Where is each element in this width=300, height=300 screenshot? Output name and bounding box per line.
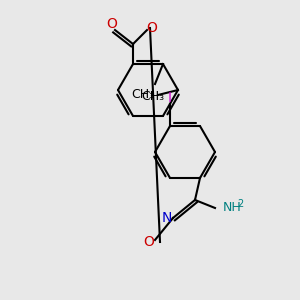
Text: O: O xyxy=(106,17,117,31)
Text: NH: NH xyxy=(223,202,242,214)
Text: 2: 2 xyxy=(237,199,243,209)
Text: N: N xyxy=(162,211,172,225)
Text: CH₃: CH₃ xyxy=(131,88,154,101)
Text: O: O xyxy=(147,21,158,35)
Text: I: I xyxy=(168,91,172,105)
Text: O: O xyxy=(144,235,154,249)
Text: CH₃: CH₃ xyxy=(141,90,165,103)
